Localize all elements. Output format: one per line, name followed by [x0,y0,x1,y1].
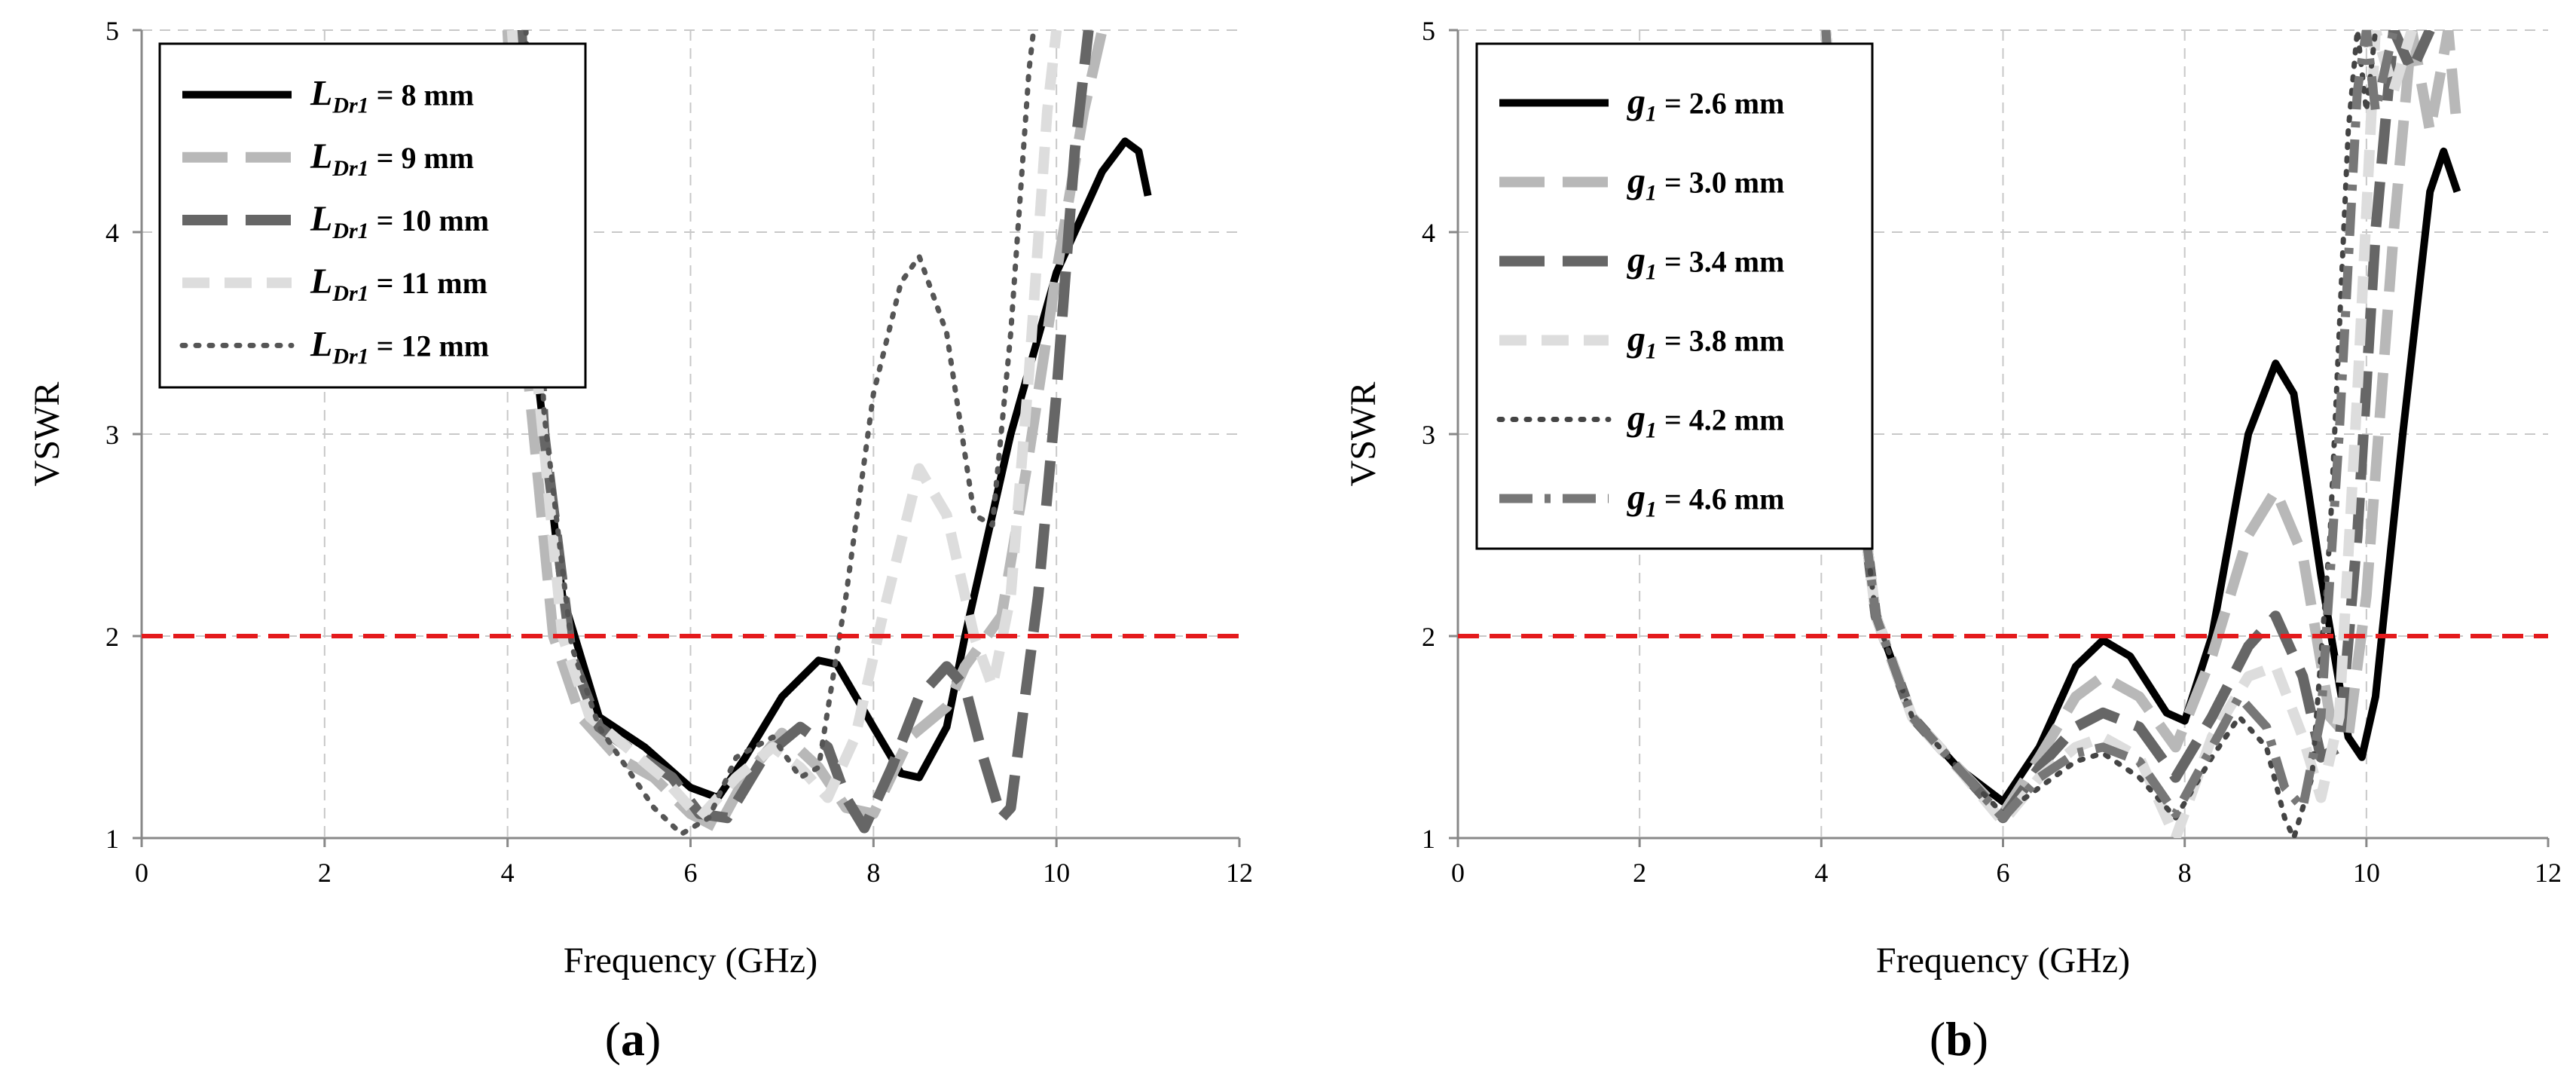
x-tick-label: 4 [1814,858,1828,888]
legend: g1 = 2.6 mm g1 = 3.0 mm g1 = 3.4 mm g1 = 3.… [1475,42,1874,550]
x-tick-label: 10 [2353,858,2380,888]
x-axis-title: Frequency (GHz) [1876,941,2130,981]
y-tick-label: 3 [105,420,119,450]
legend-label-5: LDr1 = 12 mm [310,324,489,369]
x-tick-label: 12 [2535,858,2562,888]
y-tick-label: 1 [1422,824,1435,854]
legend-label-3: LDr1 = 10 mm [310,199,489,243]
series-group [502,30,1152,837]
x-tick-label: 4 [501,858,515,888]
y-tick-label: 2 [1422,622,1435,652]
series-line-2 [1820,30,2463,819]
y-tick-label: 4 [1422,218,1435,248]
y-tick-label: 4 [105,218,119,248]
legend: LDr1 = 8 mm LDr1 = 9 mm LDr1 = 10 mm LDr1 =… [158,42,587,389]
x-axis-title: Frequency (GHz) [564,941,817,981]
legend-label-6: g1 = 4.6 mm [1627,478,1784,522]
x-tick-label: 6 [1997,858,2010,888]
y-tick-label: 5 [105,16,119,46]
panel-caption: (a) [605,1012,662,1066]
x-tick-label: 2 [318,858,332,888]
y-axis-title: VSWR [1343,382,1383,487]
panel-caption: (b) [1930,1012,1988,1066]
legend-box [158,42,587,389]
x-tick-label: 0 [135,858,148,888]
series-line-1 [512,30,1152,802]
x-tick-label: 8 [2178,858,2192,888]
series-line-5 [523,30,1037,837]
series-line-4 [506,30,1062,824]
x-tick-label: 6 [684,858,698,888]
legend-label-4: LDr1 = 11 mm [310,262,487,306]
y-tick-label: 2 [105,622,119,652]
series-line-3 [515,30,1094,834]
legend-label-4: g1 = 3.8 mm [1627,320,1784,364]
y-axis-title: VSWR [27,382,67,487]
legend-label-2: g1 = 3.0 mm [1627,161,1784,206]
y-tick-label: 1 [105,824,119,854]
x-tick-label: 8 [866,858,880,888]
y-tick-label: 3 [1422,420,1435,450]
legend-label-3: g1 = 3.4 mm [1627,240,1784,285]
y-tick-label: 5 [1422,16,1435,46]
legend-label-2: LDr1 = 9 mm [310,136,474,181]
x-tick-label: 2 [1633,858,1646,888]
legend-box [1475,42,1874,550]
legend-label-5: g1 = 4.2 mm [1627,399,1784,443]
series-group [1820,30,2463,838]
legend-label-1: LDr1 = 8 mm [310,74,474,118]
legend-label-1: g1 = 2.6 mm [1627,82,1784,127]
series-line-6 [1821,30,2398,823]
x-tick-label: 10 [1043,858,1070,888]
x-tick-label: 12 [1226,858,1253,888]
x-tick-label: 0 [1451,858,1465,888]
series-line-5 [1823,30,2379,838]
